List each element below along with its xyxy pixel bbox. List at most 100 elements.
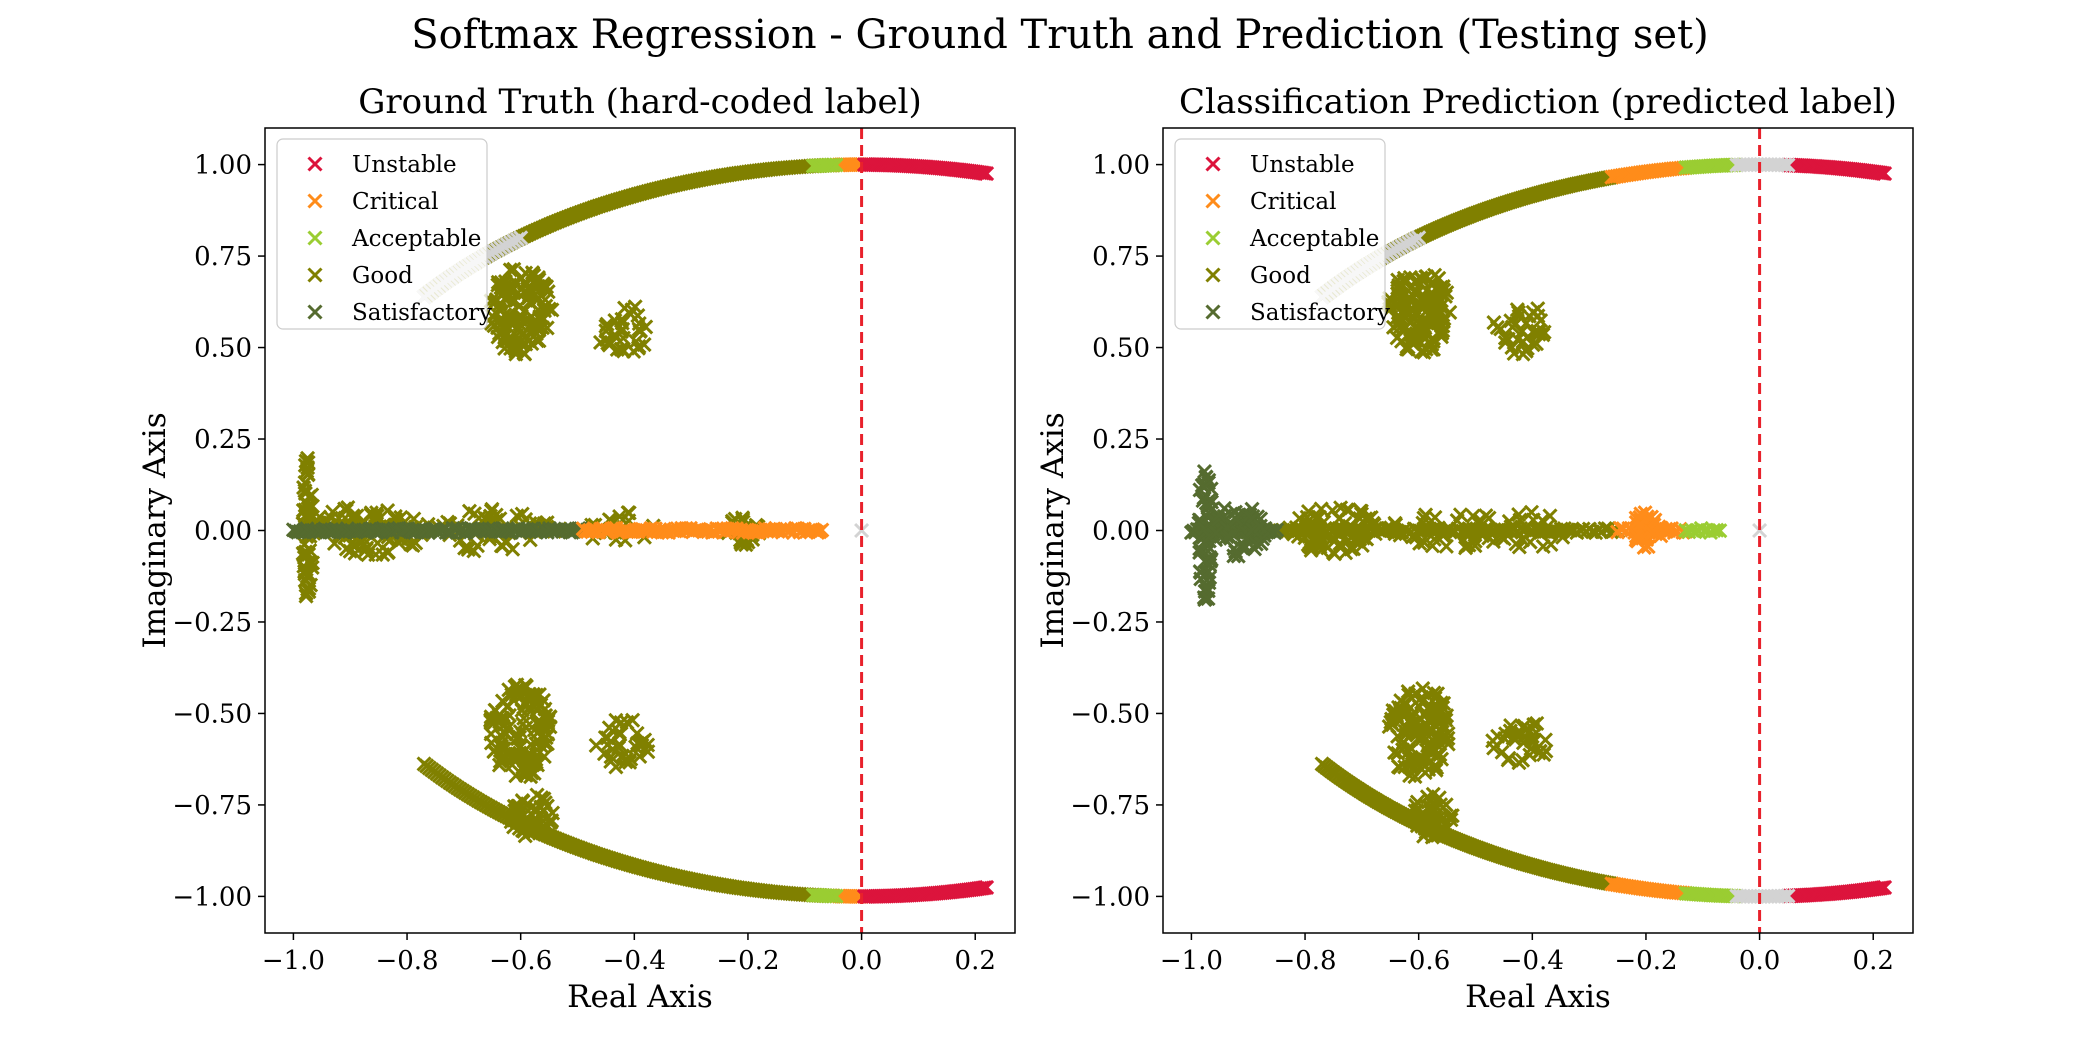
acceptable-point <box>1706 522 1722 539</box>
acceptable-point <box>1712 523 1728 539</box>
good-point <box>1423 297 1440 314</box>
unlabeled-point <box>1411 230 1427 246</box>
legend-marker-acceptable <box>1205 230 1221 246</box>
x-tick-label: −0.6 <box>1387 946 1450 976</box>
legend-marker-satisfactory <box>1205 304 1221 320</box>
satisfactory-point <box>1226 540 1242 556</box>
good-point <box>1438 538 1454 554</box>
good-point <box>495 718 511 734</box>
satisfactory-point <box>1208 525 1224 541</box>
good-point <box>1500 752 1516 768</box>
y-tick-label: −1.00 <box>1070 882 1150 912</box>
good-point <box>1390 759 1406 775</box>
good-point <box>1416 828 1432 844</box>
good-point <box>529 273 545 289</box>
good-point <box>1512 512 1528 528</box>
good-point <box>1297 530 1313 546</box>
good-point <box>610 740 627 756</box>
good-point <box>517 767 534 783</box>
good-point <box>511 798 527 814</box>
good-point <box>600 335 616 351</box>
good-point <box>528 687 544 703</box>
acceptable-point <box>828 888 844 904</box>
good-point <box>506 261 522 277</box>
good-point <box>1414 694 1430 710</box>
legend-marker-critical <box>1205 193 1221 209</box>
good-point <box>738 537 754 553</box>
legend-marker-unstable <box>1205 156 1221 172</box>
legend-marker-acceptable <box>307 230 323 246</box>
good-point <box>1440 730 1456 746</box>
good-point <box>358 542 374 558</box>
acceptable-point <box>823 157 839 173</box>
y-tick-label: −0.25 <box>1070 608 1150 638</box>
acceptable-point <box>823 888 839 904</box>
good-point <box>298 585 314 601</box>
figure-title: Softmax Regression - Ground Truth and Pr… <box>411 12 1708 58</box>
legend-marker-critical <box>307 193 323 209</box>
y-tick-label: 1.00 <box>194 151 252 181</box>
good-point <box>301 546 317 563</box>
good-point <box>1419 719 1435 735</box>
critical-point <box>814 522 830 538</box>
y-tick-label: 0.25 <box>1092 425 1150 455</box>
good-point <box>538 730 554 746</box>
good-point <box>1416 535 1432 551</box>
good-point <box>1414 689 1430 705</box>
good-point <box>1462 524 1478 540</box>
y-tick-label: −0.50 <box>172 699 252 729</box>
good-point <box>1497 330 1513 346</box>
satisfactory-point <box>1253 536 1269 552</box>
good-point <box>300 455 316 471</box>
good-point <box>1388 517 1404 533</box>
good-point <box>457 540 473 556</box>
x-tick-label: 0.0 <box>841 946 882 976</box>
ground-truth-panel: Ground Truth (hard-coded label) −1.0 −0.8 −… <box>137 82 1016 1015</box>
good-point <box>1532 744 1548 760</box>
satisfactory-point <box>1245 522 1261 538</box>
legend-label-good: Good <box>352 263 413 289</box>
good-point <box>380 502 396 519</box>
good-point <box>1423 276 1439 292</box>
good-point <box>1551 524 1567 540</box>
legend-box <box>276 138 488 330</box>
x-tick-label: −0.8 <box>1273 946 1336 976</box>
y-tick-label: −1.00 <box>172 882 252 912</box>
good-point <box>1438 712 1454 728</box>
good-point <box>484 501 500 517</box>
good-point <box>461 503 478 519</box>
good-point <box>1443 812 1459 828</box>
good-point <box>494 693 511 709</box>
prediction-panel: Classification Prediction (predicted lab… <box>1035 82 1914 1015</box>
x-axis-label: Real Axis <box>567 979 713 1015</box>
unlabeled-point <box>1777 888 1793 904</box>
acceptable-point <box>1709 522 1725 538</box>
good-point <box>1417 331 1433 347</box>
satisfactory-point <box>1228 511 1244 527</box>
good-point <box>296 479 312 496</box>
good-point <box>375 547 391 563</box>
good-point <box>1506 521 1522 537</box>
good-point <box>632 748 648 765</box>
legend-marker-good <box>1205 267 1221 283</box>
good-point <box>490 329 506 345</box>
unlabeled-point <box>854 522 870 539</box>
good-point <box>1311 509 1328 525</box>
axes-title: Ground Truth (hard-coded label) <box>358 82 922 122</box>
good-point <box>509 322 526 338</box>
legend: Unstable Critical Acceptable Good Satisfacto… <box>1174 138 1390 330</box>
good-point <box>340 499 356 516</box>
x-tick-label: −0.6 <box>489 946 552 976</box>
satisfactory-point <box>1248 536 1264 552</box>
legend-marker-satisfactory <box>307 304 323 320</box>
good-point <box>483 726 499 742</box>
legend-marker-good <box>307 267 323 283</box>
good-point <box>511 686 527 702</box>
good-point <box>1516 729 1532 745</box>
y-tick-label: 0.75 <box>1092 242 1150 272</box>
good-point <box>622 754 638 770</box>
good-point <box>1423 817 1439 833</box>
good-point <box>1436 695 1452 711</box>
good-point <box>1417 752 1434 768</box>
legend-label-satisfactory: Satisfactory <box>1250 300 1390 326</box>
